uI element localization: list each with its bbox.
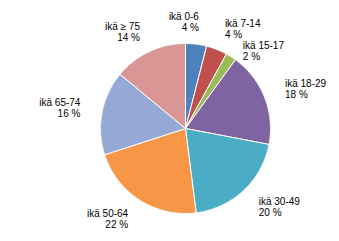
svg-text:ikä 50-6422 %: ikä 50-6422 % [87,208,129,230]
svg-text:ikä 65-7416 %: ikä 65-7416 % [39,97,81,119]
svg-text:ikä 18-2918 %: ikä 18-2918 % [285,78,327,100]
svg-text:ikä 0-64 %: ikä 0-64 % [169,11,199,33]
svg-text:ikä ≥ 7514 %: ikä ≥ 7514 % [105,21,140,43]
svg-text:ikä 7-144 %: ikä 7-144 % [225,18,261,40]
svg-text:ikä 30-4920 %: ikä 30-4920 % [259,196,301,218]
svg-text:ikä 15-172 %: ikä 15-172 % [243,40,285,62]
